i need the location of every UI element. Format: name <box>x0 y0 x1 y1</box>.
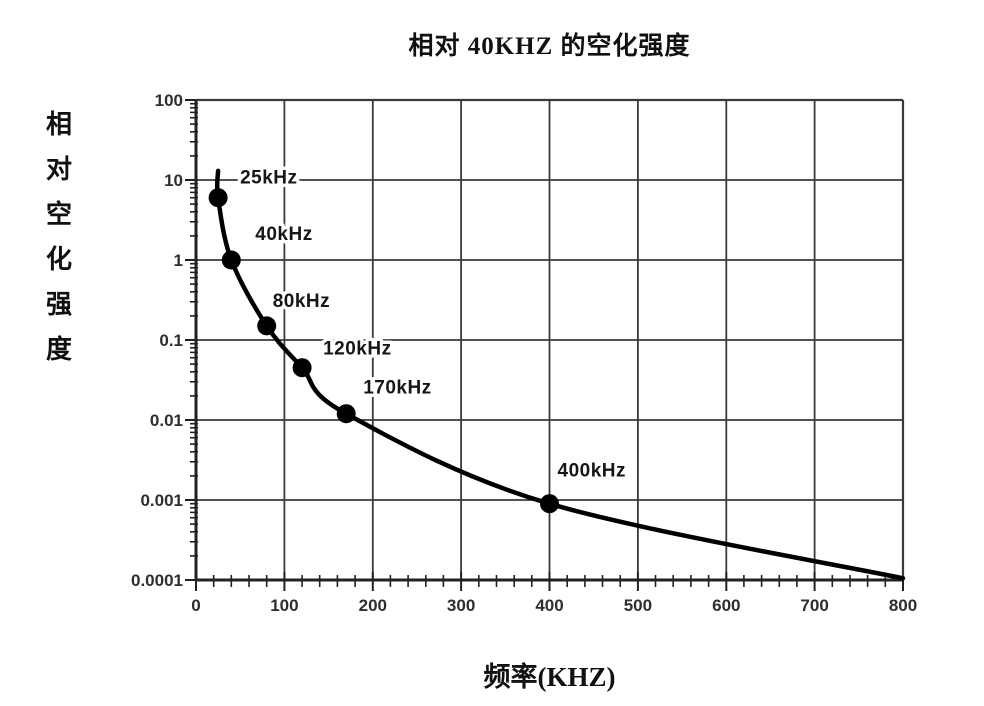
y-axis-title: 相对空化强度 <box>36 102 82 372</box>
y-tick-label: 10 <box>164 171 183 190</box>
data-point-label: 170kHz <box>363 378 432 399</box>
y-tick-label: 0.0001 <box>131 571 183 590</box>
x-tick-label: 400 <box>535 596 563 615</box>
y-tick-label: 0.001 <box>140 491 183 510</box>
x-tick-label: 500 <box>624 596 652 615</box>
data-point-label: 25kHz <box>240 168 297 189</box>
data-point-label: 80kHz <box>273 291 330 312</box>
y-axis-title-char: 相 <box>45 110 72 139</box>
data-point <box>292 358 312 378</box>
data-point-label: 40kHz <box>255 224 312 245</box>
data-curve <box>214 168 906 581</box>
y-tick-label: 0.1 <box>159 331 183 350</box>
y-axis-title-char: 对 <box>45 155 72 184</box>
x-tick-label: 600 <box>712 596 740 615</box>
data-point <box>257 316 277 336</box>
y-tick-label: 100 <box>155 91 183 110</box>
x-tick-label: 700 <box>800 596 828 615</box>
data-point <box>540 494 559 514</box>
data-point <box>221 250 241 270</box>
y-axis-title-char: 化 <box>45 245 72 274</box>
data-point <box>336 404 356 424</box>
y-tick-label: 1 <box>174 251 183 270</box>
x-tick-label: 300 <box>447 596 475 615</box>
y-axis-title-char: 空 <box>45 200 72 229</box>
data-point <box>208 188 228 208</box>
y-tick-label: 0.01 <box>150 411 183 430</box>
x-tick-label: 100 <box>270 596 298 615</box>
x-axis-title: 频率(KHZ) <box>483 662 616 692</box>
chart-title: 相对 40KHZ 的空化强度 <box>408 33 691 60</box>
x-tick-label: 200 <box>359 596 387 615</box>
y-axis-title-char: 度 <box>45 335 72 364</box>
data-point-label: 120kHz <box>323 339 392 360</box>
y-axis-title-char: 强 <box>45 290 72 319</box>
x-tick-label: 0 <box>191 596 200 615</box>
x-tick-label: 800 <box>889 596 917 615</box>
data-point-label: 400kHz <box>558 461 627 482</box>
